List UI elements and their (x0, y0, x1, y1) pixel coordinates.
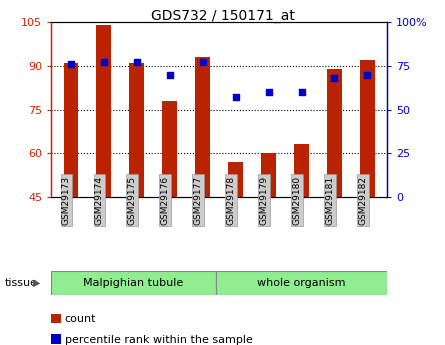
Text: percentile rank within the sample: percentile rank within the sample (65, 335, 252, 345)
Point (364, 72, 371, 78)
Point (265, 89, 272, 95)
Bar (261, 153, 276, 197)
Bar (228, 162, 243, 197)
Text: Malpighian tubule: Malpighian tubule (83, 278, 184, 288)
Bar (216, 271, 387, 295)
Text: count: count (65, 314, 96, 324)
Point (100, 60, 107, 65)
Text: GSM29180: GSM29180 (292, 176, 302, 225)
Bar (97, 25, 111, 197)
Point (232, 95, 239, 100)
Text: GSM29173: GSM29173 (62, 176, 71, 225)
Bar (64, 63, 78, 197)
Bar (327, 69, 342, 197)
Text: whole organism: whole organism (257, 278, 346, 288)
Point (166, 72, 173, 78)
Text: GSM29176: GSM29176 (161, 176, 170, 225)
Point (331, 76, 338, 81)
Text: GSM29182: GSM29182 (358, 176, 368, 225)
Text: GSM29177: GSM29177 (194, 176, 202, 225)
Bar (360, 60, 375, 197)
Point (298, 89, 305, 95)
Bar (195, 57, 210, 197)
Bar (51, 271, 216, 295)
Text: GSM29174: GSM29174 (95, 176, 104, 225)
Bar (129, 63, 144, 197)
Text: GSM29179: GSM29179 (259, 176, 269, 225)
Bar (162, 101, 177, 197)
Point (133, 60, 140, 65)
Text: GSM29181: GSM29181 (325, 176, 335, 225)
Text: ▶: ▶ (32, 278, 40, 288)
Text: tissue: tissue (4, 278, 37, 288)
Text: GDS732 / 150171_at: GDS732 / 150171_at (150, 9, 295, 23)
Text: GSM29175: GSM29175 (128, 176, 137, 225)
Point (199, 60, 206, 65)
Point (67, 61, 74, 67)
Bar (294, 144, 309, 197)
Text: GSM29178: GSM29178 (227, 176, 236, 225)
